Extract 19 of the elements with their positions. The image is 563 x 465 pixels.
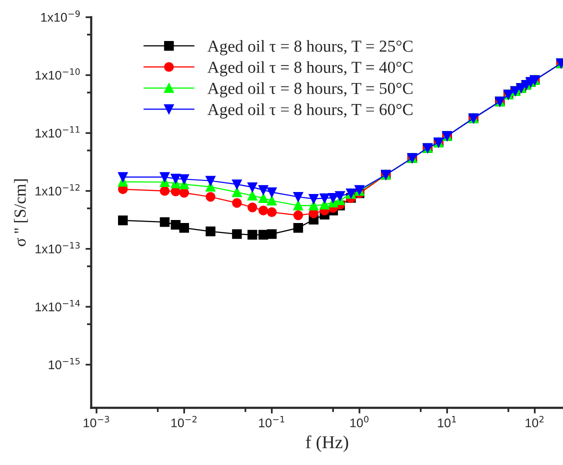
y-tick-label: 10$^{−15}$ [48,358,80,370]
y-tick-label: 1x10$^{−14}$ [36,300,80,312]
x-axis-title: f (Hz) [306,435,348,452]
legend-label: Aged oil τ = 8 hours, T = 50°C [207,82,412,98]
y-tick-label: 1x10$^{−10}$ [36,68,80,80]
y-tick-label: 1x10$^{−11}$ [36,126,80,138]
y-tick-label: 1x10$^{−13}$ [36,242,80,254]
y-tick-label: 1x10$^{−9}$ [41,10,80,22]
legend-label: Aged oil τ = 8 hours, T = 25°C [207,40,412,56]
x-tick-label: 10$^{0}$ [350,416,368,428]
x-tick-label: 10$^{−2}$ [171,416,197,428]
legend-label: Aged oil τ = 8 hours, T = 60°C [207,103,412,119]
legend-label: Aged oil τ = 8 hours, T = 40°C [207,61,412,76]
y-tick-label: 1x10$^{−12}$ [36,184,80,196]
x-tick-label: 10$^{1}$ [438,416,456,428]
x-tick-label: 10$^{−1}$ [259,416,284,428]
x-tick-label: 10$^{2}$ [526,416,544,428]
x-tick-label: 10$^{−3}$ [84,416,110,428]
y-axis-title: σ '' [S/cm] [14,179,28,246]
